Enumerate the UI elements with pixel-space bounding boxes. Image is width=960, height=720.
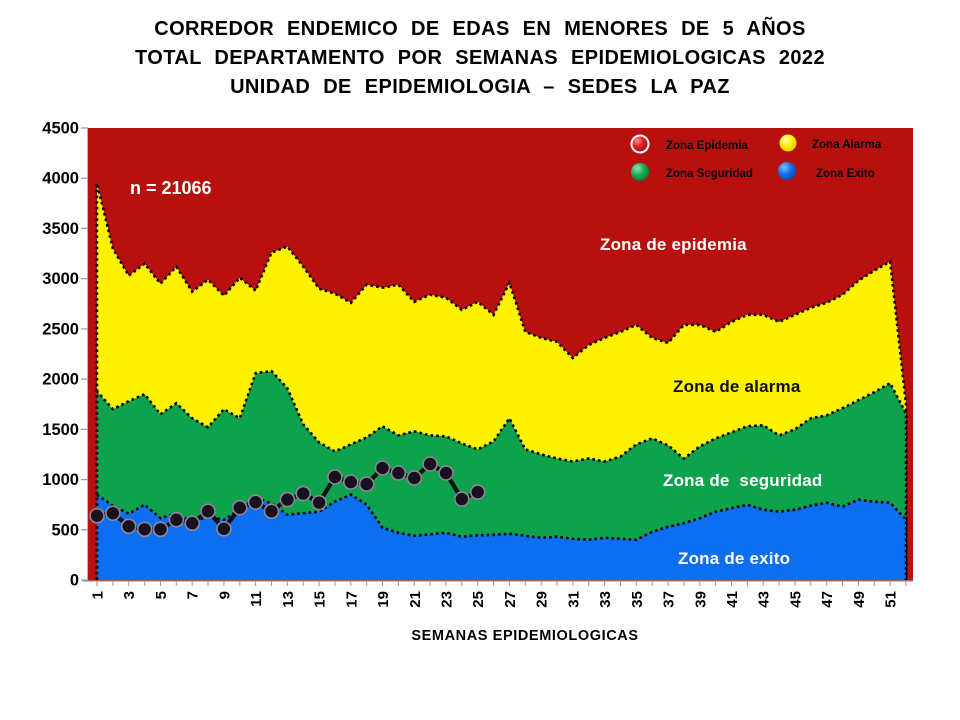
observed-cases-marker xyxy=(168,511,185,528)
observed-cases-marker xyxy=(438,465,454,481)
zone-boundary-alarma xyxy=(95,182,908,581)
y-axis-tick-label: 3000 xyxy=(42,270,79,288)
zone-boundary-seguridad xyxy=(95,369,908,581)
observed-cases-marker xyxy=(152,521,169,538)
x-axis-tick-label: 23 xyxy=(439,591,456,608)
x-axis-tick-label: 19 xyxy=(375,591,392,608)
x-axis-tick-label: 9 xyxy=(216,591,233,599)
legend-label-exito: Zona Exito xyxy=(816,168,875,180)
zone-label-epidemia: Zona de epidemia xyxy=(600,235,747,254)
legend-label-alarma: Zona Alarma xyxy=(812,139,882,151)
x-axis-tick-label: 7 xyxy=(185,591,202,599)
legend-label-seguridad: Zona Seguridad xyxy=(666,168,753,180)
x-axis-tick-label: 45 xyxy=(788,591,805,608)
x-axis-tick-label: 13 xyxy=(280,591,297,608)
legend-marker-seguridad-icon xyxy=(631,163,649,181)
x-axis-tick-label: 1 xyxy=(90,591,107,599)
legend-marker-alarma-icon xyxy=(779,134,797,152)
observed-cases-marker xyxy=(295,485,312,502)
x-axis-tick-label: 15 xyxy=(312,591,329,608)
observed-cases-marker xyxy=(342,474,359,490)
x-axis-tick-label: 11 xyxy=(248,591,265,607)
y-axis-tick-label: 1000 xyxy=(42,471,79,489)
chart-layers xyxy=(88,128,913,581)
x-axis-title: SEMANAS EPIDEMIOLOGICAS xyxy=(411,628,638,644)
observed-cases-marker xyxy=(120,518,137,535)
observed-cases-marker xyxy=(311,494,327,511)
observed-cases-marker xyxy=(184,515,200,532)
y-axis-tick-label: 500 xyxy=(51,521,79,539)
zone-label-alarma: Zona de alarma xyxy=(673,377,801,396)
x-axis-tick-label: 21 xyxy=(407,591,424,608)
legend-marker-epidemia-icon xyxy=(630,134,650,154)
x-axis-tick-label: 47 xyxy=(819,591,836,608)
chart-title-line2: TOTAL DEPARTAMENTO POR SEMANAS EPIDEMIOL… xyxy=(135,47,825,69)
zone-label-exito: Zona de exito xyxy=(678,549,790,568)
chart-title: CORREDOR ENDEMICO DE EDAS EN MENORES DE … xyxy=(0,15,960,102)
observed-cases-marker xyxy=(327,469,343,485)
observed-cases-marker xyxy=(422,456,438,472)
x-axis-tick-label: 33 xyxy=(597,591,614,608)
x-axis-tick-label: 3 xyxy=(121,591,138,599)
y-axis-tick-label: 0 xyxy=(70,572,79,590)
observed-cases-marker xyxy=(216,520,232,537)
x-axis-tick-label: 27 xyxy=(502,591,519,608)
y-axis-tick-label: 2000 xyxy=(42,371,79,389)
zone-area-exito xyxy=(97,494,906,580)
y-axis-tick-label: 1500 xyxy=(42,421,79,439)
observed-cases-marker xyxy=(247,494,264,511)
y-axis-tick-label: 3500 xyxy=(42,220,79,238)
y-axis-tick-label: 4000 xyxy=(42,170,79,188)
observed-cases-marker xyxy=(406,470,423,486)
observed-cases-marker xyxy=(105,505,121,522)
observed-cases-marker xyxy=(358,476,375,492)
legend: Zona Epidemia Zona Alarma Zona Seguridad… xyxy=(630,134,882,181)
observed-cases-marker xyxy=(136,521,153,538)
observed-cases-marker xyxy=(469,484,486,500)
x-axis-tick-label: 51 xyxy=(883,591,900,608)
observed-cases-marker xyxy=(232,499,248,516)
x-axis-tick-label: 49 xyxy=(851,591,868,608)
y-axis-tick-label: 4500 xyxy=(42,120,79,138)
x-axis-tick-label: 5 xyxy=(153,591,170,599)
x-axis-tick-label: 25 xyxy=(470,591,487,608)
chart-title-line1: CORREDOR ENDEMICO DE EDAS EN MENORES DE … xyxy=(154,18,806,40)
observed-cases-marker xyxy=(374,460,391,476)
zone-label-seguridad: Zona de seguridad xyxy=(663,471,822,490)
legend-label-epidemia: Zona Epidemia xyxy=(666,140,748,152)
chart-title-line3: UNIDAD DE EPIDEMIOLOGIA – SEDES LA PAZ xyxy=(230,76,730,98)
legend-marker-exito-icon xyxy=(778,162,796,180)
x-axis-tick-label: 31 xyxy=(565,591,582,608)
observed-cases-marker xyxy=(263,503,280,520)
x-axis-tick-label: 41 xyxy=(724,591,741,608)
x-axis-tick-label: 39 xyxy=(692,591,709,608)
x-axis-tick-label: 37 xyxy=(661,591,678,608)
observed-cases-marker xyxy=(200,503,216,520)
observed-cases-marker xyxy=(279,491,296,508)
x-axis-tick-label: 29 xyxy=(534,591,551,608)
y-axis-tick-label: 2500 xyxy=(42,320,79,338)
zone-boundary-exito xyxy=(95,492,908,581)
x-axis-tick-label: 17 xyxy=(343,591,360,608)
x-axis-tick-label: 35 xyxy=(629,591,646,608)
observed-cases-marker xyxy=(89,507,105,524)
n-total-annotation: n = 21066 xyxy=(130,178,212,198)
observed-cases-marker xyxy=(453,491,470,507)
observed-cases-marker xyxy=(390,465,407,481)
x-axis-tick-label: 43 xyxy=(756,591,773,608)
